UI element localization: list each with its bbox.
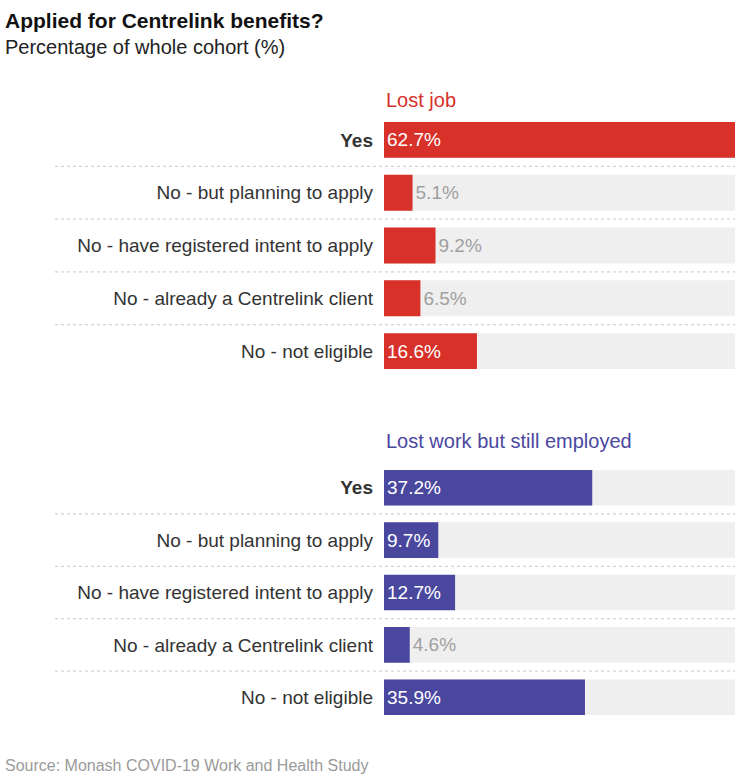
svg-text:5.1%: 5.1% (416, 182, 459, 203)
svg-text:12.7%: 12.7% (387, 582, 441, 603)
svg-text:Lost work but still employed: Lost work but still employed (386, 430, 632, 452)
svg-text:37.2%: 37.2% (387, 477, 441, 498)
svg-text:9.2%: 9.2% (439, 235, 482, 256)
svg-text:4.6%: 4.6% (413, 634, 456, 655)
svg-text:Yes: Yes (340, 477, 373, 498)
svg-text:Yes: Yes (340, 130, 373, 151)
svg-text:62.7%: 62.7% (387, 129, 441, 150)
svg-text:No - not eligible: No - not eligible (241, 687, 373, 708)
svg-text:No - but planning to apply: No - but planning to apply (156, 182, 373, 203)
svg-text:Source: Monash COVID-19 Work a: Source: Monash COVID-19 Work and Health … (5, 757, 368, 774)
svg-text:No - not eligible: No - not eligible (241, 341, 373, 362)
svg-text:16.6%: 16.6% (387, 341, 441, 362)
svg-text:No - but planning to apply: No - but planning to apply (156, 530, 373, 551)
svg-text:Applied for Centrelink benefit: Applied for Centrelink benefits? (5, 9, 324, 32)
svg-text:No - have registered intent to: No - have registered intent to apply (77, 582, 373, 603)
svg-text:Lost job: Lost job (386, 89, 456, 111)
svg-text:No - have registered intent to: No - have registered intent to apply (77, 235, 373, 256)
svg-text:9.7%: 9.7% (387, 530, 430, 551)
svg-text:Percentage of whole cohort (%): Percentage of whole cohort (%) (5, 36, 285, 58)
svg-text:35.9%: 35.9% (387, 687, 441, 708)
svg-text:6.5%: 6.5% (423, 288, 466, 309)
svg-text:No - already a Centrelink clie: No - already a Centrelink client (113, 635, 374, 656)
svg-text:No - already a Centrelink clie: No - already a Centrelink client (113, 288, 374, 309)
